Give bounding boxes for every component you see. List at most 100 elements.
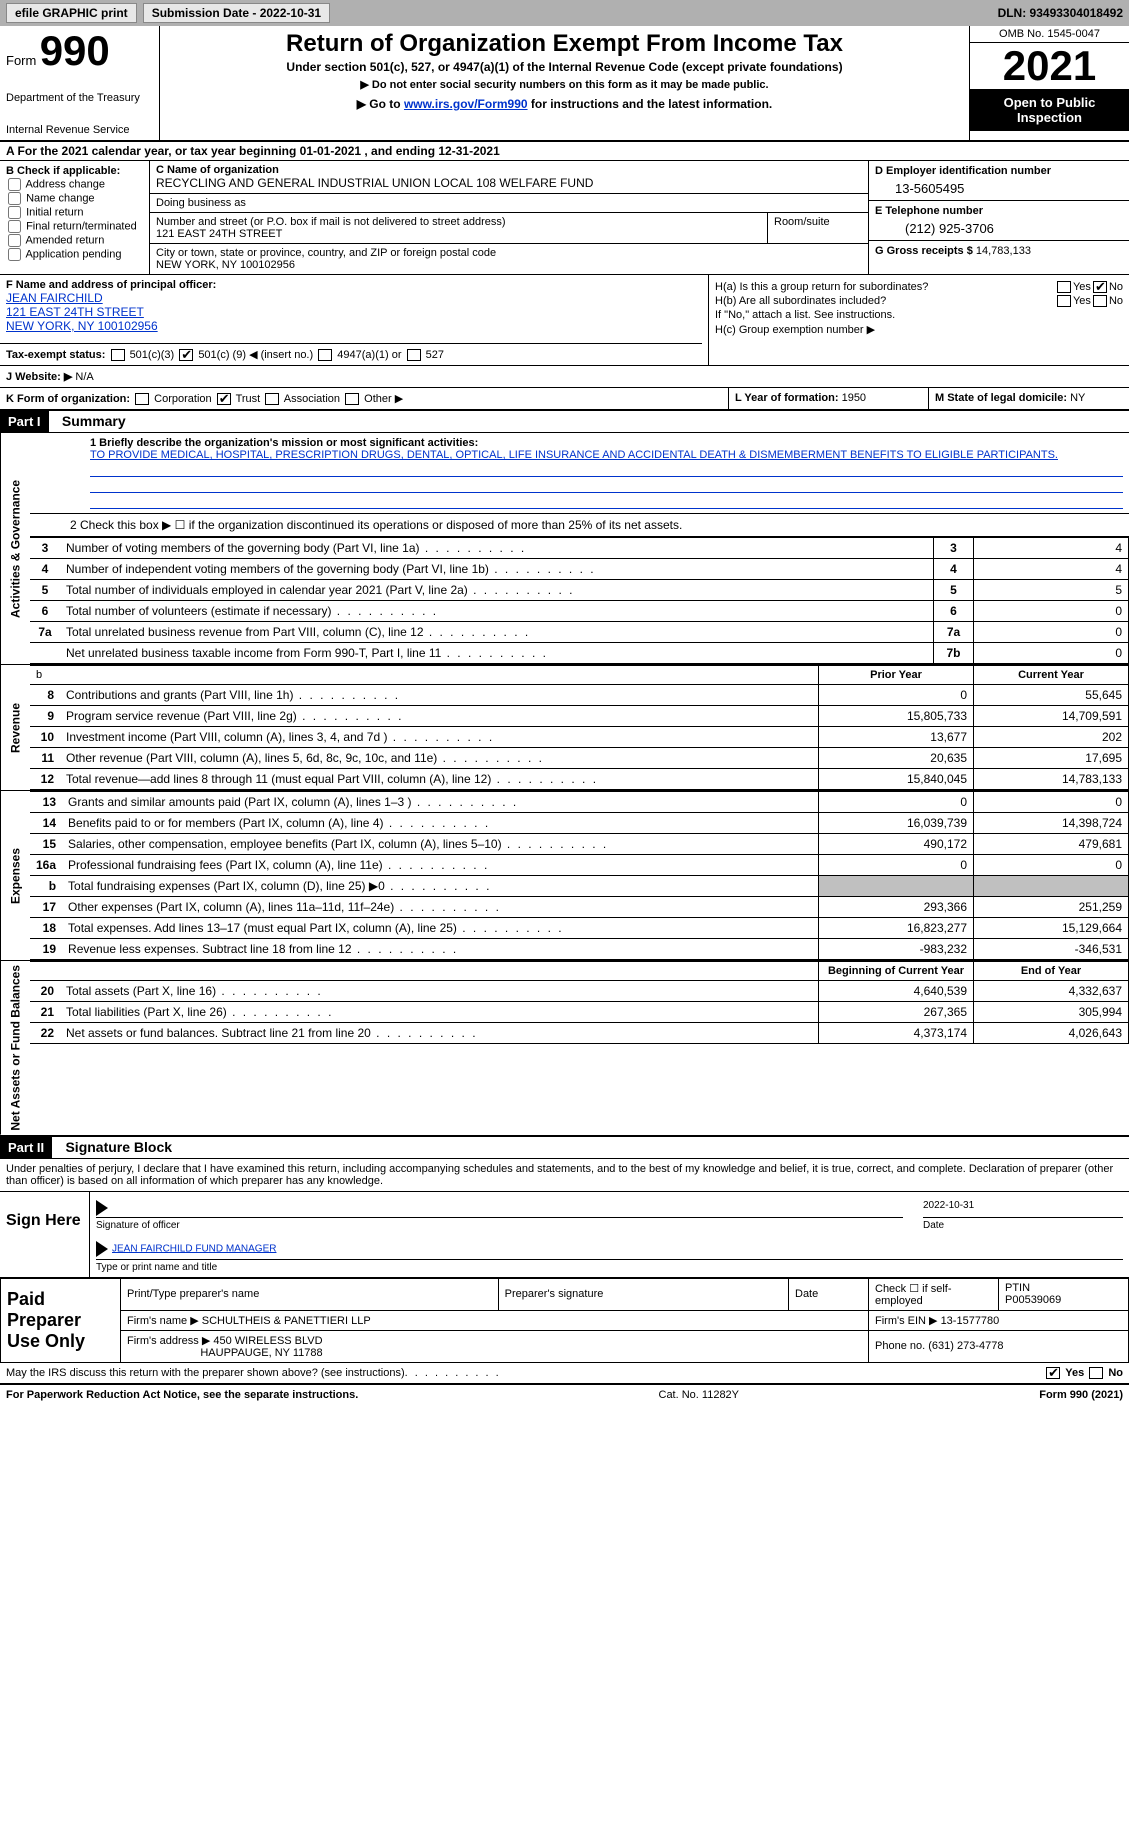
- check-address-change[interactable]: Address change: [6, 178, 143, 191]
- form-title: Return of Organization Exempt From Incom…: [170, 30, 959, 58]
- form-year-block: OMB No. 1545-0047 2021 Open to Public In…: [969, 26, 1129, 140]
- k-trust[interactable]: [217, 393, 231, 405]
- prior-year-header: Prior Year: [819, 666, 974, 685]
- hb-no[interactable]: [1093, 295, 1107, 307]
- part2-header: Part II: [0, 1137, 52, 1158]
- net-header-row: Beginning of Current Year End of Year: [30, 962, 1129, 981]
- end-header: End of Year: [974, 962, 1129, 981]
- form-title-block: Return of Organization Exempt From Incom…: [160, 26, 969, 140]
- revenue-section: Revenue b Prior Year Current Year 8 Cont…: [0, 665, 1129, 791]
- form-subtitle-1: Under section 501(c), 527, or 4947(a)(1)…: [170, 60, 959, 74]
- paid-preparer-table: Paid Preparer Use Only Print/Type prepar…: [0, 1278, 1129, 1363]
- net-assets-section: Net Assets or Fund Balances Beginning of…: [0, 961, 1129, 1137]
- k-other[interactable]: [345, 393, 359, 405]
- phone-label: E Telephone number: [875, 205, 1123, 217]
- phone-row: E Telephone number (212) 925-3706: [869, 201, 1129, 241]
- l-value: 1950: [842, 392, 866, 404]
- form-number-block: Form 990 Department of the Treasury Inte…: [0, 26, 160, 140]
- irs-link[interactable]: www.irs.gov/Form990: [404, 97, 528, 111]
- address-row: Number and street (or P.O. box if mail i…: [150, 213, 868, 244]
- form-footer: Form 990 (2021): [1039, 1389, 1123, 1401]
- table-row: 21 Total liabilities (Part X, line 26) 2…: [30, 1002, 1129, 1023]
- tax-status-label: Tax-exempt status:: [6, 349, 105, 361]
- part2-header-row: Part II Signature Block: [0, 1137, 1129, 1159]
- ha-row: H(a) Is this a group return for subordin…: [715, 281, 1123, 293]
- hc-row: H(c) Group exemption number ▶: [715, 323, 1123, 336]
- mission-text: TO PROVIDE MEDICAL, HOSPITAL, PRESCRIPTI…: [90, 449, 1123, 461]
- column-b-checkboxes: B Check if applicable: Address change Na…: [0, 161, 150, 274]
- sig-date-label: Date: [923, 1220, 1123, 1231]
- check-name-change[interactable]: Name change: [6, 192, 143, 205]
- treasury-dept: Department of the Treasury: [6, 92, 153, 104]
- column-c-org-info: C Name of organization RECYCLING AND GEN…: [150, 161, 869, 274]
- declaration-text: Under penalties of perjury, I declare th…: [0, 1159, 1129, 1192]
- check-initial-return[interactable]: Initial return: [6, 206, 143, 219]
- row-j: J Website: ▶ N/A: [0, 366, 1129, 388]
- table-row: 18 Total expenses. Add lines 13–17 (must…: [30, 918, 1129, 939]
- paperwork-notice: For Paperwork Reduction Act Notice, see …: [6, 1389, 358, 1401]
- firm-addr2: HAUPPAUGE, NY 11788: [200, 1347, 322, 1359]
- sig-name-label: Type or print name and title: [96, 1262, 1123, 1273]
- hb-yes[interactable]: [1057, 295, 1071, 307]
- table-row: 17 Other expenses (Part IX, column (A), …: [30, 897, 1129, 918]
- table-row: 7a Total unrelated business revenue from…: [30, 622, 1129, 643]
- gross-row: G Gross receipts $ 14,783,133: [869, 241, 1129, 261]
- check-application[interactable]: Application pending: [6, 248, 143, 261]
- prep-sig-label: Preparer's signature: [498, 1278, 788, 1310]
- row-klm: K Form of organization: Corporation Trus…: [0, 388, 1129, 411]
- officer-addr2: NEW YORK, NY 100102956: [6, 319, 702, 333]
- ha-yes[interactable]: [1057, 281, 1071, 293]
- table-row: 22 Net assets or fund balances. Subtract…: [30, 1023, 1129, 1044]
- ein-value: 13-5605495: [875, 181, 1123, 196]
- sub3-post: for instructions and the latest informat…: [528, 97, 773, 111]
- check-527[interactable]: [407, 349, 421, 361]
- dba-row: Doing business as: [150, 194, 868, 213]
- efile-print-button[interactable]: efile GRAPHIC print: [6, 3, 137, 23]
- firm-name: SCHULTHEIS & PANETTIERI LLP: [202, 1315, 371, 1327]
- part1-header: Part I: [0, 411, 49, 432]
- prep-check[interactable]: Check ☐ if self-employed: [869, 1278, 999, 1310]
- discuss-no[interactable]: [1089, 1367, 1103, 1379]
- firm-ein-label: Firm's EIN ▶: [875, 1315, 938, 1327]
- sign-here-row: Sign Here Signature of officer 2022-10-3…: [0, 1192, 1129, 1278]
- firm-phone-label: Phone no.: [875, 1340, 925, 1352]
- k-corp[interactable]: [135, 393, 149, 405]
- check-501c[interactable]: [179, 349, 193, 361]
- k-assoc[interactable]: [265, 393, 279, 405]
- l-label: L Year of formation:: [735, 392, 839, 404]
- tax-exempt-row: Tax-exempt status: 501(c)(3) 501(c) (9) …: [0, 343, 702, 361]
- street-address: 121 EAST 24TH STREET: [156, 228, 761, 240]
- org-name-row: C Name of organization RECYCLING AND GEN…: [150, 161, 868, 194]
- website-label: J Website: ▶: [6, 371, 72, 383]
- line2: 2 Check this box ▶ ☐ if the organization…: [30, 514, 1129, 537]
- discuss-yes[interactable]: [1046, 1367, 1060, 1379]
- firm-name-label: Firm's name ▶: [127, 1315, 199, 1327]
- officer-label: F Name and address of principal officer:: [6, 279, 702, 291]
- line-a-tax-year: A For the 2021 calendar year, or tax yea…: [0, 142, 1129, 161]
- firm-ein: 13-1577780: [941, 1315, 1000, 1327]
- paid-preparer-label: Paid Preparer Use Only: [1, 1278, 121, 1362]
- check-final-return[interactable]: Final return/terminated: [6, 220, 143, 233]
- form-subtitle-3: ▶ Go to www.irs.gov/Form990 for instruct…: [170, 97, 959, 111]
- table-row: 14 Benefits paid to or for members (Part…: [30, 813, 1129, 834]
- gross-value: 14,783,133: [976, 245, 1031, 257]
- revenue-table: b Prior Year Current Year 8 Contribution…: [30, 665, 1129, 790]
- vert-activities: Activities & Governance: [0, 433, 30, 664]
- table-row: 13 Grants and similar amounts paid (Part…: [30, 792, 1129, 813]
- arrow-icon: [96, 1200, 108, 1216]
- check-amended[interactable]: Amended return: [6, 234, 143, 247]
- ha-no[interactable]: [1093, 281, 1107, 293]
- officer-name: JEAN FAIRCHILD: [6, 291, 702, 305]
- column-f-officer: F Name and address of principal officer:…: [0, 275, 709, 365]
- governance-table: 3 Number of voting members of the govern…: [30, 537, 1129, 664]
- check-4947[interactable]: [318, 349, 332, 361]
- form-subtitle-2: ▶ Do not enter social security numbers o…: [170, 78, 959, 91]
- table-row: 8 Contributions and grants (Part VIII, l…: [30, 685, 1129, 706]
- firm-phone: (631) 273-4778: [928, 1340, 1003, 1352]
- signer-name: JEAN FAIRCHILD FUND MANAGER: [112, 1243, 276, 1254]
- vert-revenue: Revenue: [0, 665, 30, 790]
- table-row: 20 Total assets (Part X, line 16) 4,640,…: [30, 981, 1129, 1002]
- addr-label: Number and street (or P.O. box if mail i…: [156, 216, 761, 228]
- check-501c3[interactable]: [111, 349, 125, 361]
- k-label: K Form of organization:: [6, 393, 130, 405]
